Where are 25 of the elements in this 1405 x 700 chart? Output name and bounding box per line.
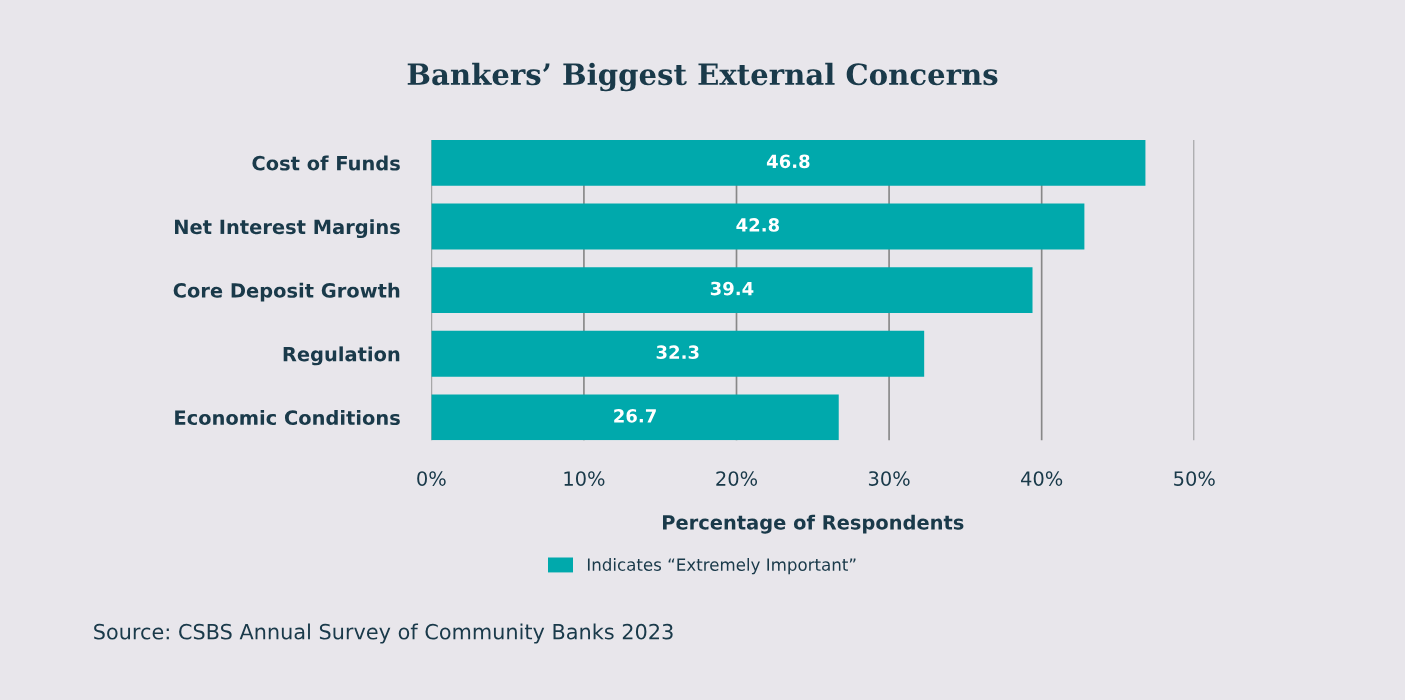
x-tick-label: 0% [417,471,446,486]
legend-label: Indicates “Extremely Important” [587,558,856,575]
source-note: Source: CSBS Annual Survey of Community Banks 2023 [94,623,673,644]
data-label: 26.7 [614,408,656,423]
y-tick-label: Core Deposit Growth [173,282,400,302]
x-axis-title: Percentage of Respondents [663,514,964,534]
y-tick-label: Cost of Funds [252,155,400,171]
data-label: 42.8 [736,218,780,232]
data-label: 46.8 [766,154,810,169]
y-tick-label: Economic Conditions [175,410,400,426]
data-label: 32.3 [656,345,699,360]
x-tick-label: 50% [1174,471,1215,486]
y-tick-label: Net Interest Margins [175,219,400,239]
x-tick-label: 10% [564,471,605,486]
bar [431,203,1085,250]
y-tick-label: Regulation [283,346,400,366]
chart-title: Bankers’ Biggest External Concerns [407,62,998,92]
x-tick-label: 30% [868,471,910,486]
bar [431,394,839,441]
x-tick-label: 40% [1021,471,1063,486]
bar [431,330,925,377]
x-tick-label: 20% [716,471,758,486]
bar [431,140,1146,186]
bar [431,267,1033,314]
data-label: 39.4 [710,281,754,296]
